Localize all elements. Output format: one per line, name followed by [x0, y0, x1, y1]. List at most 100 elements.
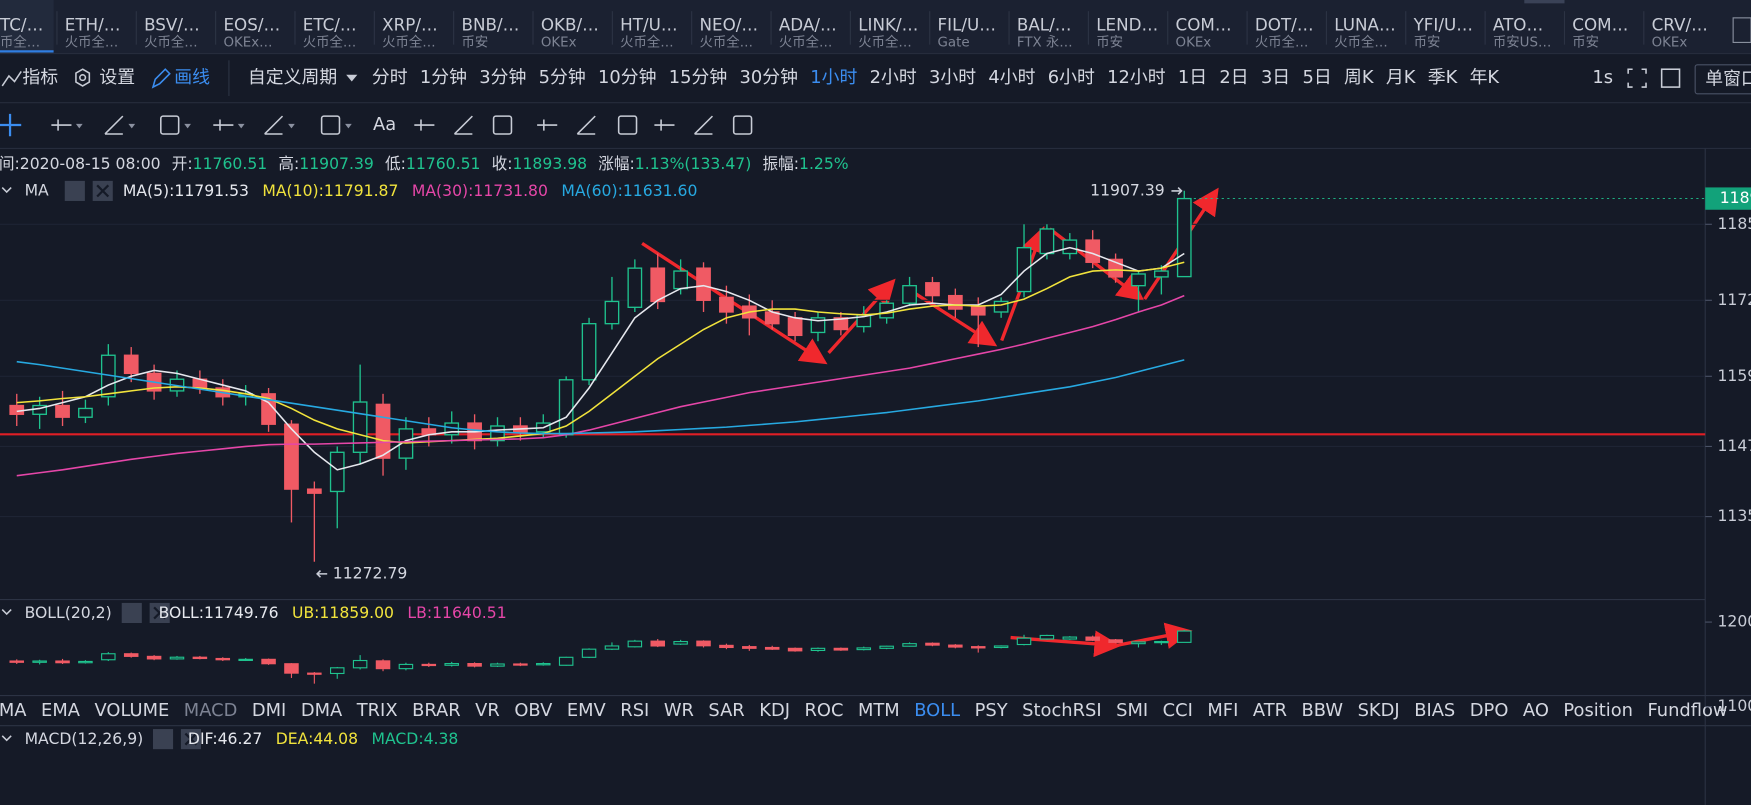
collapse-caret[interactable] [1, 735, 12, 742]
drawing-tool[interactable] [492, 115, 513, 135]
indicator-option[interactable]: RSI [620, 700, 649, 721]
indicator-option[interactable]: OBV [514, 700, 553, 721]
symbol-tab[interactable]: ATO…币安US… [1493, 15, 1551, 51]
crosshair-tool[interactable] [0, 113, 22, 137]
drawing-tool[interactable] [654, 119, 675, 131]
symbol-tab[interactable]: COM…币安 [1572, 15, 1628, 51]
refresh-interval[interactable]: 1s [1592, 67, 1613, 88]
indicator-option[interactable]: TRIX [356, 700, 398, 721]
settings-icon[interactable] [121, 602, 142, 624]
drawing-tool[interactable] [617, 115, 638, 135]
symbol-tab[interactable]: LEND…币安 [1096, 15, 1158, 51]
drawing-tool[interactable] [694, 115, 714, 135]
indicator-option[interactable]: KDJ [759, 700, 790, 721]
drawing-tool[interactable] [576, 115, 596, 135]
period-option[interactable]: 周K [1344, 67, 1375, 88]
symbol-tab[interactable]: NEO/…火币全… [700, 15, 759, 51]
period-option[interactable]: 10分钟 [598, 67, 656, 88]
indicator-option[interactable]: DMA [301, 700, 343, 721]
drawing-tool[interactable] [213, 119, 245, 131]
symbol-tab[interactable]: LUNA…火币全… [1334, 15, 1395, 51]
symbol-tab[interactable]: BAL/…FTX 永… [1017, 15, 1073, 51]
drawing-tool[interactable] [104, 115, 136, 135]
drawing-tool[interactable] [264, 115, 295, 135]
settings-icon[interactable] [152, 729, 174, 750]
symbol-tab[interactable]: OKB/…OKEx [541, 15, 599, 51]
fullscreen-button[interactable] [1627, 68, 1647, 88]
indicator-option[interactable]: PSY [975, 700, 1008, 721]
symbol-tab[interactable]: ETC/…火币全… [303, 15, 357, 51]
indicator-option[interactable]: BBW [1302, 700, 1344, 721]
period-option[interactable]: 5日 [1302, 67, 1331, 88]
drawing-tool[interactable] [453, 115, 473, 135]
indicator-option[interactable]: Fundflow [1647, 700, 1727, 721]
indicator-option[interactable]: MFI [1207, 700, 1238, 721]
drawing-tool[interactable] [414, 119, 435, 131]
indicator-option[interactable]: DPO [1470, 700, 1509, 721]
drawing-tool[interactable] [537, 119, 558, 131]
add-tab-button[interactable] [1732, 17, 1751, 43]
period-option[interactable]: 15分钟 [669, 67, 727, 88]
period-option[interactable]: 2日 [1219, 67, 1248, 88]
period-option[interactable]: 3日 [1261, 67, 1290, 88]
indicator-option[interactable]: EMA [41, 700, 81, 721]
indicator-option[interactable]: ROC [805, 700, 844, 721]
indicator-option[interactable]: BOLL [914, 700, 960, 721]
indicator-option[interactable]: CCI [1163, 700, 1193, 721]
draw-button[interactable]: 画线 [151, 67, 210, 89]
symbol-tab[interactable]: TC/…币全… [0, 15, 43, 51]
period-option[interactable]: 1日 [1178, 67, 1207, 88]
settings-icon[interactable] [64, 180, 85, 201]
drawing-tool[interactable] [51, 119, 83, 131]
collapse-caret[interactable] [1, 187, 12, 194]
symbol-tab[interactable]: FIL/U…Gate [938, 15, 997, 51]
symbol-tab[interactable]: ETH/…火币全… [65, 15, 121, 51]
symbol-tab[interactable]: DOT/…火币全… [1255, 15, 1314, 51]
custom-period-button[interactable]: 自定义周期 [248, 67, 358, 88]
indicator-option[interactable]: BIAS [1414, 700, 1455, 721]
collapse-caret[interactable] [1, 609, 12, 616]
drawing-tool[interactable] [160, 115, 191, 135]
period-option[interactable]: 月K [1386, 67, 1417, 88]
symbol-tab[interactable]: ADA/…火币全… [779, 15, 837, 51]
drawing-tool[interactable] [320, 115, 352, 135]
period-option[interactable]: 30分钟 [740, 67, 798, 88]
symbol-tab[interactable]: COM…OKEx [1176, 15, 1232, 51]
indicator-option[interactable]: VOLUME [94, 700, 169, 721]
period-option[interactable]: 年K [1470, 67, 1501, 88]
indicator-option[interactable]: SMI [1116, 700, 1148, 721]
indicator-option[interactable]: AO [1523, 700, 1549, 721]
window-button[interactable] [1694, 64, 1751, 95]
indicator-option[interactable]: StochRSI [1022, 700, 1101, 721]
indicator-option[interactable]: MTM [858, 700, 900, 721]
settings-button[interactable]: 设置 [75, 67, 135, 88]
period-option[interactable]: 1分钟 [420, 67, 467, 88]
symbol-tab[interactable]: CRV/…OKEx [1652, 15, 1708, 51]
period-option[interactable]: 2小时 [870, 67, 917, 88]
symbol-tab[interactable]: BSV/…火币全… [144, 15, 200, 51]
period-option[interactable]: 季K [1428, 67, 1459, 88]
symbol-tab[interactable]: BNB/…币安 [461, 15, 519, 51]
period-option[interactable]: 3分钟 [479, 67, 526, 88]
drawing-tool[interactable] [732, 115, 753, 135]
period-option[interactable]: 4小时 [988, 67, 1035, 88]
text-tool[interactable]: Aa [373, 114, 396, 135]
indicator-option[interactable]: BRAR [412, 700, 461, 721]
period-option[interactable]: 5分钟 [539, 67, 586, 88]
symbol-tab[interactable]: XRP/…火币全… [382, 15, 438, 51]
indicator-option[interactable]: EMV [567, 700, 607, 721]
indicator-option[interactable]: Position [1563, 700, 1633, 721]
symbol-tab[interactable]: HT/U…火币全… [620, 15, 677, 51]
symbol-tab[interactable]: EOS/…OKEx… [223, 15, 280, 51]
indicators-button[interactable]: 指标 [1, 67, 58, 88]
symbol-tab[interactable]: LINK/…火币全… [858, 15, 918, 51]
indicator-option[interactable]: WR [664, 700, 694, 721]
period-option[interactable]: 1小时 [810, 67, 857, 88]
period-option[interactable]: 分时 [372, 67, 408, 88]
indicator-option[interactable]: ATR [1253, 700, 1287, 721]
period-option[interactable]: 12小时 [1107, 67, 1166, 88]
period-option[interactable]: 3小时 [929, 67, 976, 88]
period-option[interactable]: 6小时 [1048, 67, 1095, 88]
indicator-option[interactable]: VR [475, 700, 500, 721]
indicator-option[interactable]: DMI [252, 700, 286, 721]
